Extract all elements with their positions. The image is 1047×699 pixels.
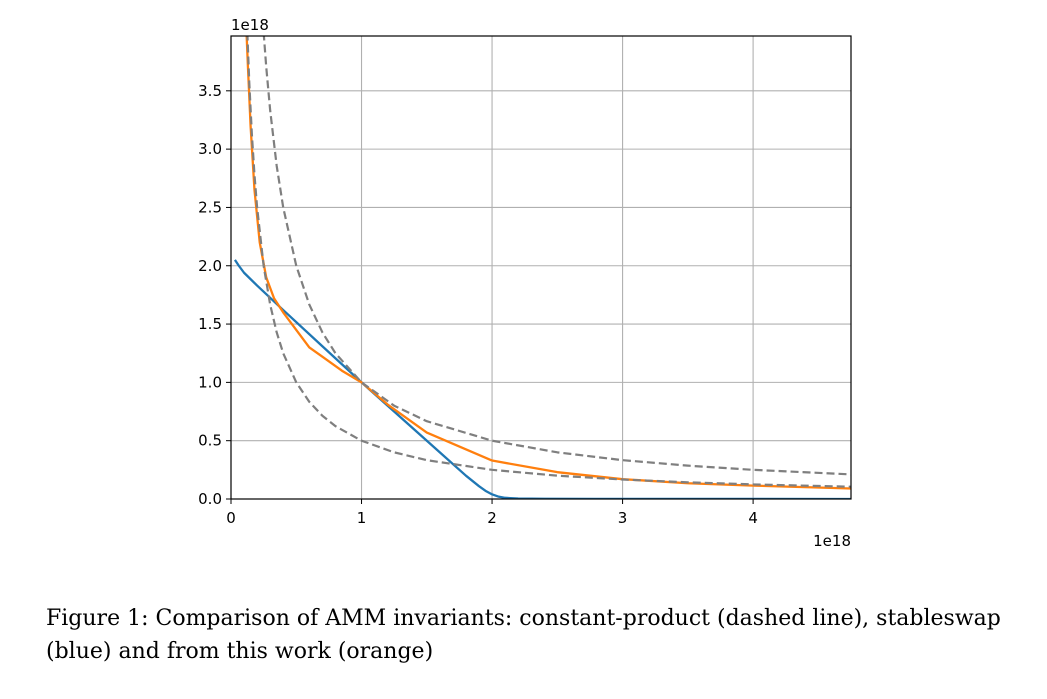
y-tick-label-3: 1.5: [198, 315, 222, 333]
y-offset-label: 1e18: [231, 16, 269, 34]
axis-ticks: 0 1 2 3 4 0.0 0.5 1.0 1.5 2.0 2.5 3.0 3.5: [198, 82, 758, 527]
x-offset-label: 1e18: [813, 532, 851, 550]
figure-caption: Figure 1: Comparison of AMM invariants: …: [46, 606, 1001, 664]
y-tick-label-1: 0.5: [198, 432, 222, 450]
x-tick-label-1: 1: [357, 509, 367, 527]
y-tick-label-7: 3.5: [198, 82, 222, 100]
plot-background: [231, 36, 851, 499]
y-tick-label-0: 0.0: [198, 490, 222, 508]
y-tick-label-4: 2.0: [198, 257, 222, 275]
constant-product-line-2: [262, 36, 851, 476]
constant-product-line-1: [246, 36, 851, 488]
x-tick-label-3: 3: [618, 509, 628, 527]
x-tick-label-0: 0: [226, 509, 236, 527]
y-tick-label-5: 2.5: [198, 198, 222, 216]
grid-lines: [231, 36, 851, 499]
x-tick-label-2: 2: [487, 509, 497, 527]
y-tick-label-2: 1.0: [198, 373, 222, 391]
x-tick-label-4: 4: [748, 509, 758, 527]
y-tick-label-6: 3.0: [198, 140, 222, 158]
plot-frame: [230, 35, 852, 500]
